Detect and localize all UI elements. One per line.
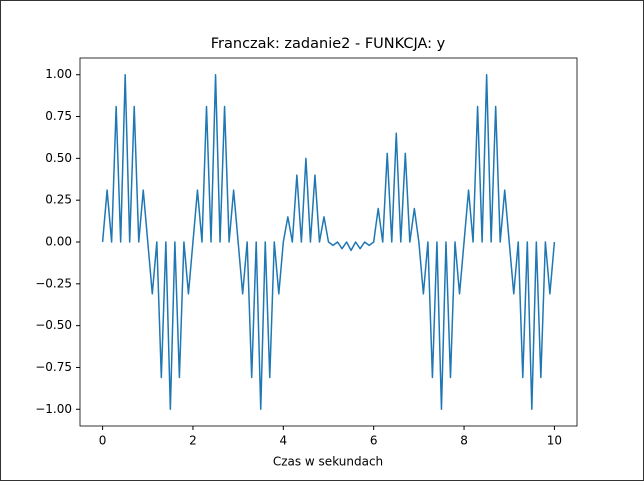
line-series	[101, 73, 556, 411]
y-tick-label: 0.75	[45, 109, 72, 123]
x-tick-label: 4	[279, 434, 287, 448]
x-axis-label: Czas w sekundach	[273, 455, 383, 469]
plot-frame	[79, 57, 578, 427]
y-tick-label: 0.25	[45, 193, 72, 207]
y-tick-label: −0.75	[35, 360, 72, 374]
chart-title: Franczak: zadanie2 - FUNKCJA: y	[211, 36, 446, 52]
y-tick-label: −0.25	[35, 276, 72, 290]
x-tick-label: 0	[99, 434, 107, 448]
x-tick-label: 2	[189, 434, 197, 448]
x-tick-label: 8	[460, 434, 468, 448]
y-tick-label: 0.00	[45, 235, 72, 249]
x-tick-label: 6	[370, 434, 378, 448]
y-tick-label: 1.00	[45, 67, 72, 81]
y-tick-label: 0.50	[45, 151, 72, 165]
y-tick-label: −0.50	[35, 318, 72, 332]
y-tick-label: −1.00	[35, 402, 72, 416]
x-tick-label: 10	[547, 434, 562, 448]
